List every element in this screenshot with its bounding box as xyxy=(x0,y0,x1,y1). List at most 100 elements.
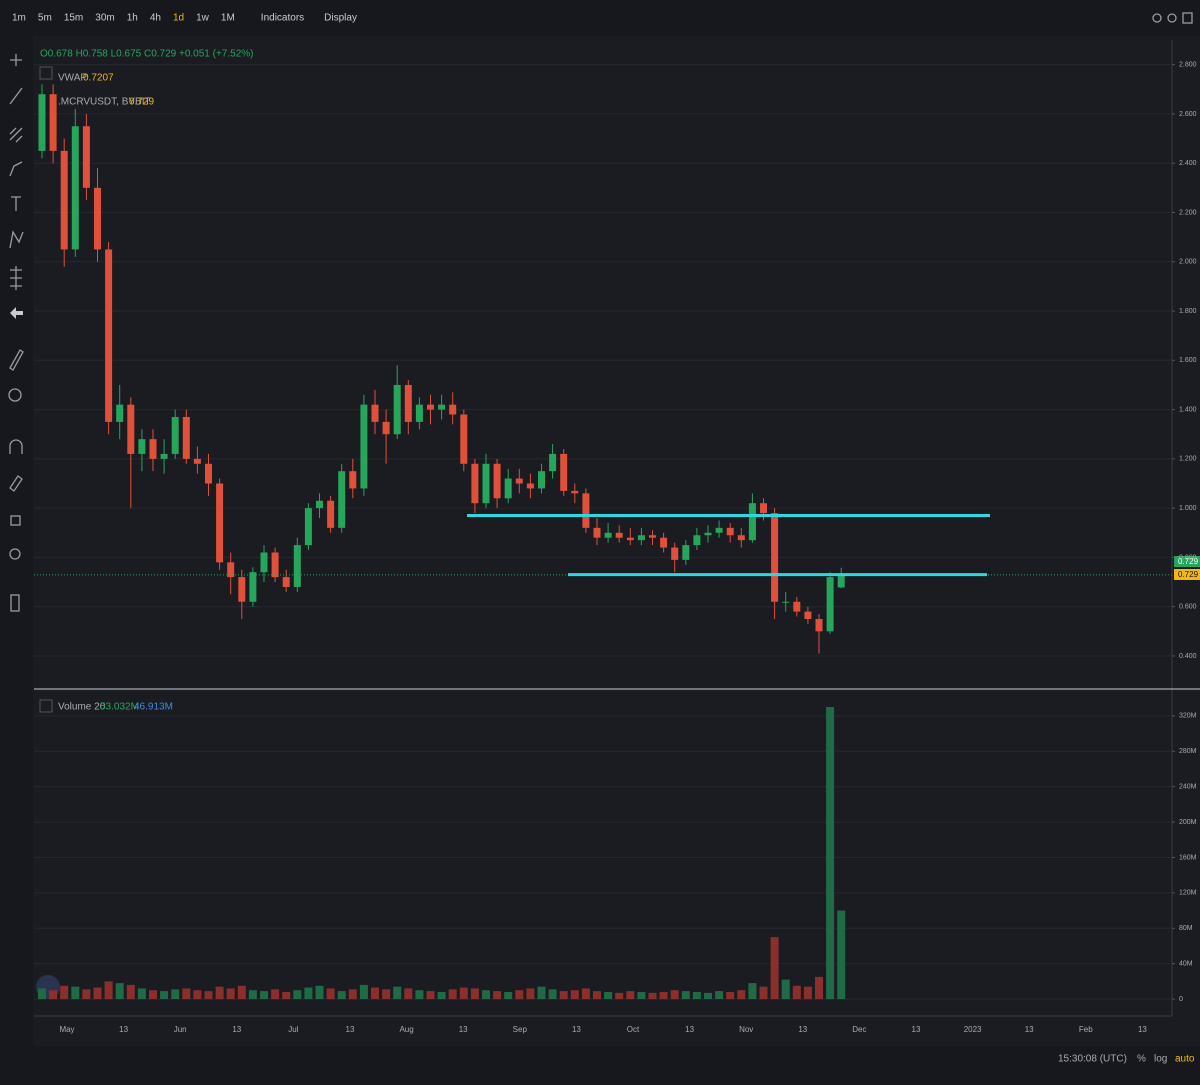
volume-bar xyxy=(93,987,102,1000)
interval-button[interactable]: 1w xyxy=(196,13,210,24)
pattern-tool[interactable] xyxy=(9,230,24,249)
volume-bar xyxy=(293,990,302,1000)
x-tick-label: Nov xyxy=(739,1025,753,1034)
volume-bar xyxy=(604,991,613,1000)
candle-body xyxy=(471,463,479,504)
zoom-tool[interactable] xyxy=(8,388,22,402)
legend-toggle[interactable] xyxy=(39,66,53,80)
pen-tool[interactable] xyxy=(9,161,23,177)
fib-tool[interactable] xyxy=(10,266,22,290)
volume-bar xyxy=(304,987,313,1000)
visibility-tool[interactable] xyxy=(9,548,21,560)
symbol-name: .MCRVUSDT, BYBIT xyxy=(58,97,151,108)
lock-tool[interactable] xyxy=(10,515,21,526)
delete-tool[interactable] xyxy=(10,594,20,612)
volume-bar xyxy=(482,990,490,1000)
interval-button[interactable]: 1M xyxy=(221,13,235,24)
menu-button[interactable]: Display xyxy=(324,13,357,24)
candle-body xyxy=(271,552,279,578)
crosshair-tool[interactable] xyxy=(10,54,22,66)
symbol-value: 0.729 xyxy=(129,97,154,108)
volume-bar xyxy=(670,990,679,1000)
volume-bar xyxy=(559,991,568,1000)
candle-body xyxy=(360,404,368,489)
candle-body xyxy=(715,527,723,533)
y-tick-label: 240M xyxy=(1179,784,1197,791)
y-tick-label: 2.000 xyxy=(1179,259,1197,266)
candle-body xyxy=(371,404,379,422)
volume-toggle[interactable] xyxy=(39,699,53,713)
volume-name: Volume 20 xyxy=(58,702,106,713)
percent-toggle[interactable]: % xyxy=(1137,1054,1146,1065)
candle-body xyxy=(837,574,845,588)
candle-body xyxy=(793,601,801,612)
line-tool[interactable] xyxy=(9,87,23,105)
candle-body xyxy=(771,513,779,602)
volume-bar xyxy=(715,991,724,1000)
volume-value: 53.032M xyxy=(100,702,139,713)
y-tick-label: 200M xyxy=(1179,819,1197,826)
left-tools[interactable] xyxy=(8,54,24,612)
interval-button[interactable]: 30m xyxy=(95,13,114,24)
candle-body xyxy=(227,562,235,578)
y-tick-label: 0.800 xyxy=(1179,554,1197,561)
candle-body xyxy=(826,577,834,632)
settings-icon[interactable] xyxy=(1167,13,1177,23)
ruler-tool[interactable] xyxy=(9,349,24,371)
top-toolbar xyxy=(0,0,1200,36)
candle-body xyxy=(682,545,690,560)
interval-button[interactable]: 1m xyxy=(12,13,26,24)
candle-body xyxy=(504,478,512,499)
interval-button[interactable]: 15m xyxy=(64,13,83,24)
ohlc-legend: O0.678 H0.758 L0.675 C0.729 +0.051 (+7.5… xyxy=(40,49,254,60)
candle-body xyxy=(316,500,323,509)
vwap-value: 0.7207 xyxy=(83,73,114,84)
volume-bar xyxy=(315,985,324,1000)
volume-bar xyxy=(648,992,657,1000)
volume-bar xyxy=(115,983,124,1000)
bottom-bar xyxy=(0,1046,1200,1080)
back-tool[interactable] xyxy=(10,307,23,319)
interval-button[interactable]: 1h xyxy=(127,13,138,24)
x-tick-label: Jun xyxy=(174,1025,187,1034)
volume-bar xyxy=(737,990,746,1000)
y-tick-label: 1.000 xyxy=(1179,505,1197,512)
x-tick-label: 13 xyxy=(459,1025,468,1034)
interval-button[interactable]: 5m xyxy=(38,13,52,24)
channel-tool[interactable] xyxy=(9,127,23,143)
candle-body xyxy=(804,611,812,620)
candle-body xyxy=(327,500,335,528)
top-right-icons[interactable] xyxy=(1152,12,1193,24)
interval-button[interactable]: 1d xyxy=(173,13,184,24)
candle-body xyxy=(438,404,446,410)
log-toggle[interactable]: log xyxy=(1154,1054,1167,1065)
volume-bar xyxy=(49,990,58,1000)
volume-bar xyxy=(815,976,823,1000)
candle-body xyxy=(649,535,656,538)
candle-body xyxy=(49,94,57,151)
candle-body xyxy=(94,187,101,250)
fullscreen-icon[interactable] xyxy=(1182,12,1193,24)
green-price-tag xyxy=(1174,556,1200,567)
interval-button[interactable]: 4h xyxy=(150,13,161,24)
volume-bar xyxy=(748,983,757,1000)
magnet-tool[interactable] xyxy=(9,439,23,454)
y-tick-label: 1.800 xyxy=(1179,308,1197,315)
candle-body xyxy=(160,453,168,459)
volume-bar xyxy=(537,986,546,1000)
candle-body xyxy=(760,503,767,514)
volume-bar xyxy=(493,991,502,1000)
candle-body xyxy=(782,601,790,603)
draw-lock-tool[interactable] xyxy=(9,475,23,492)
candle-body xyxy=(404,384,412,422)
volume-bar xyxy=(726,991,735,1000)
volume-bar xyxy=(526,988,535,1000)
x-tick-label: 13 xyxy=(232,1025,241,1034)
y-tick-label: 0 xyxy=(1179,996,1183,1003)
left-toolbar xyxy=(0,36,33,1046)
menu-button[interactable]: Indicators xyxy=(261,13,304,24)
text-tool[interactable] xyxy=(11,196,21,211)
camera-icon[interactable] xyxy=(1152,13,1162,23)
auto-toggle[interactable]: auto xyxy=(1175,1054,1195,1065)
